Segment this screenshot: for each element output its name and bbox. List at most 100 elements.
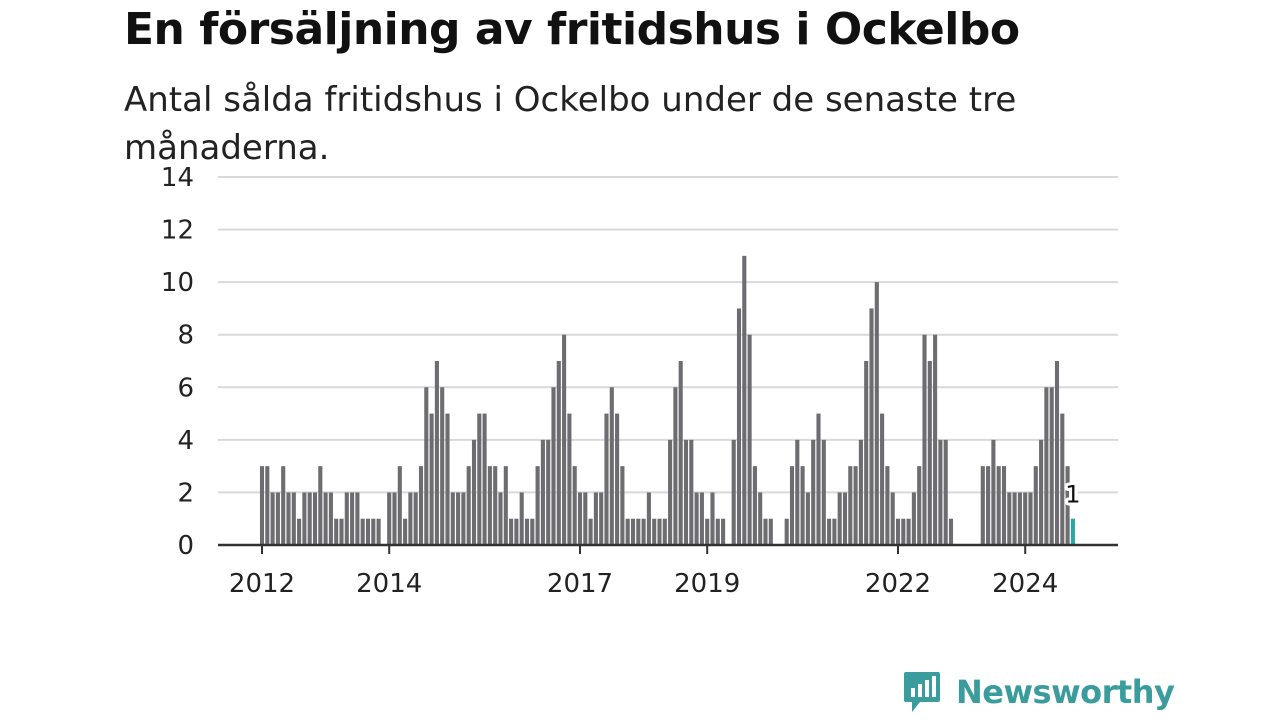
bar	[1049, 387, 1054, 545]
bar	[281, 466, 286, 545]
bar	[344, 492, 349, 545]
bar	[1007, 492, 1012, 545]
bar	[699, 492, 704, 545]
bar	[434, 361, 439, 545]
bar	[392, 492, 397, 545]
bar	[413, 492, 418, 545]
bar	[461, 492, 466, 545]
bar	[630, 518, 636, 545]
y-tick-label: 10	[161, 268, 194, 298]
bar	[811, 439, 816, 545]
bar	[588, 518, 593, 545]
bar	[1060, 413, 1065, 545]
bar	[784, 518, 789, 545]
bar	[323, 492, 328, 545]
bar	[758, 492, 763, 545]
bar	[948, 518, 954, 545]
bar	[572, 466, 577, 545]
bar	[429, 413, 434, 545]
bar	[943, 439, 948, 545]
bar	[927, 361, 932, 545]
bar-series	[259, 255, 1075, 546]
bar	[742, 255, 747, 546]
bar	[535, 466, 540, 545]
x-tick-label: 2017	[547, 569, 613, 599]
x-tick-label: 2024	[992, 569, 1058, 599]
bar	[917, 466, 922, 545]
bar	[731, 439, 736, 545]
bar	[397, 466, 402, 545]
bar	[466, 466, 471, 545]
bar	[646, 492, 651, 545]
bar	[1039, 439, 1044, 545]
bar	[922, 334, 927, 545]
y-tick-label: 8	[177, 321, 194, 351]
bar	[853, 466, 858, 545]
bar	[933, 334, 938, 545]
bar	[387, 492, 392, 545]
data-labels: 1	[1062, 478, 1083, 512]
bar	[768, 518, 773, 545]
bar	[1028, 492, 1033, 545]
bar	[540, 439, 545, 545]
bar	[418, 466, 424, 545]
bar	[503, 466, 508, 545]
bar	[615, 413, 620, 545]
bar	[291, 492, 296, 545]
bar	[1054, 361, 1060, 545]
bar	[991, 439, 996, 545]
bar	[673, 387, 678, 545]
bar	[625, 518, 630, 545]
newsworthy-logo-icon	[904, 672, 940, 712]
bar	[408, 492, 413, 545]
bar	[1001, 466, 1007, 545]
bar	[440, 387, 445, 545]
bar	[662, 518, 667, 545]
chart-subtitle: Antal sålda fritidshus i Ockelbo under d…	[124, 80, 1017, 168]
bar	[895, 518, 901, 545]
bar	[493, 466, 498, 545]
bar	[318, 466, 323, 545]
bar	[705, 518, 710, 545]
bar	[270, 492, 275, 545]
bar	[498, 492, 503, 545]
bar	[827, 518, 832, 545]
bar	[715, 518, 720, 545]
bar	[482, 413, 487, 545]
bar	[710, 492, 715, 545]
bar	[275, 492, 280, 545]
gridlines	[218, 176, 1118, 494]
bar	[514, 518, 519, 545]
bar	[694, 492, 699, 545]
bar	[297, 518, 302, 545]
bar	[652, 518, 657, 545]
bar	[837, 492, 842, 545]
bar	[938, 439, 943, 545]
x-tick-label: 2014	[356, 569, 422, 599]
bar	[763, 518, 768, 545]
bar	[1033, 466, 1038, 545]
latest-value-label: 1	[1065, 481, 1080, 509]
bar	[524, 518, 530, 545]
bar	[365, 518, 371, 545]
bar	[832, 518, 837, 545]
bar	[583, 492, 588, 545]
bar	[980, 466, 985, 545]
bar	[668, 439, 673, 545]
bar	[747, 334, 752, 545]
bar	[800, 466, 805, 545]
bar	[334, 518, 339, 545]
bar	[874, 282, 879, 545]
bar	[604, 413, 609, 545]
bar	[683, 439, 689, 545]
bar	[620, 466, 625, 545]
bar	[265, 466, 270, 545]
bar	[599, 492, 604, 545]
bar	[816, 413, 821, 545]
bar	[562, 334, 567, 545]
bar	[339, 518, 344, 545]
bar	[657, 518, 662, 545]
bar	[678, 361, 683, 545]
chart-title: En försäljning av fritidshus i Ockelbo	[124, 4, 1020, 55]
bar	[890, 492, 895, 545]
